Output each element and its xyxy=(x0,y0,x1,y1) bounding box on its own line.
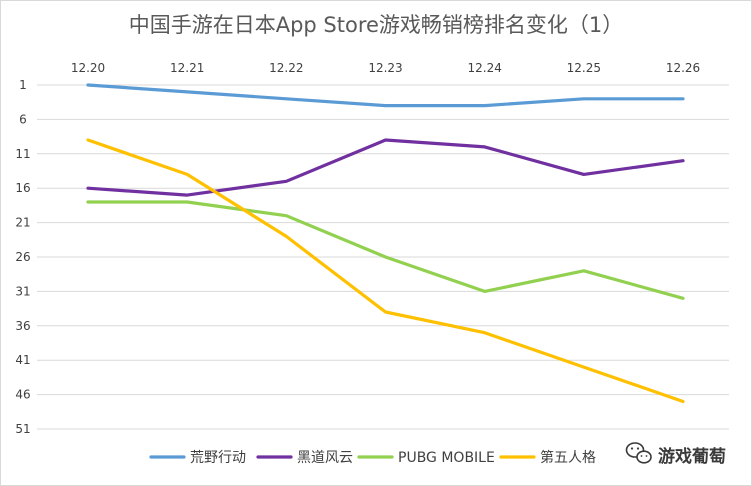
series-line-3 xyxy=(86,200,685,300)
y-tick-label: 51 xyxy=(15,422,30,436)
x-tick-label: 12.21 xyxy=(170,61,204,75)
y-tick-label: 11 xyxy=(15,147,30,161)
y-tick-label: 21 xyxy=(15,216,30,230)
series-line-4 xyxy=(86,138,685,404)
series-line-2 xyxy=(86,138,685,197)
y-tick-label: 6 xyxy=(19,112,27,126)
watermark: 游戏葡萄 xyxy=(625,442,726,467)
y-tick-label: 16 xyxy=(15,181,30,195)
x-tick-label: 12.24 xyxy=(467,61,501,75)
x-tick-label: 12.20 xyxy=(71,61,105,75)
series-line-1 xyxy=(86,83,685,108)
chart-title: 中国手游在日本App Store游戏畅销榜排名变化（1） xyxy=(129,13,624,37)
legend: 荒野行动 黑道风云 PUBG MOBILE 第五人格 xyxy=(149,449,596,466)
legend-label: 第五人格 xyxy=(540,449,596,466)
watermark-text: 游戏葡萄 xyxy=(658,446,726,467)
y-tick-label: 36 xyxy=(15,319,30,333)
x-tick-label: 12.25 xyxy=(567,61,601,75)
y-tick-label: 26 xyxy=(15,250,30,264)
x-axis-ticks: 12.20 12.21 12.22 12.23 12.24 12.25 12.26 xyxy=(71,61,700,75)
legend-label: 黑道风云 xyxy=(297,450,353,466)
wechat-icon xyxy=(625,442,652,464)
y-tick-label: 1 xyxy=(19,78,27,92)
x-tick-label: 12.26 xyxy=(666,61,700,75)
y-tick-label: 31 xyxy=(15,284,30,298)
x-tick-label: 12.22 xyxy=(269,61,303,75)
y-tick-label: 46 xyxy=(15,388,30,402)
x-tick-label: 12.23 xyxy=(368,61,402,75)
legend-label: PUBG MOBILE xyxy=(398,450,495,466)
series-lines xyxy=(86,83,685,404)
legend-label: 荒野行动 xyxy=(190,450,246,466)
y-tick-label: 41 xyxy=(15,353,30,367)
